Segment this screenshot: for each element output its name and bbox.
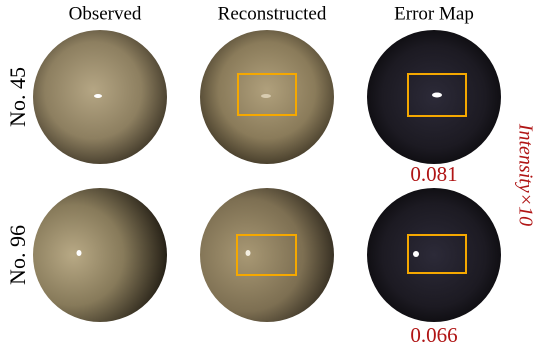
error-sphere	[367, 188, 501, 322]
row-label: No. 96	[5, 225, 30, 285]
column-header: Reconstructed	[218, 3, 327, 24]
error-value: 0.081	[410, 162, 457, 186]
highlight	[432, 92, 442, 98]
reconstructed-sphere	[200, 188, 334, 322]
zoom-box	[407, 234, 467, 274]
zoom-box	[407, 73, 467, 117]
zoom-box	[236, 234, 297, 276]
row-label: No. 45	[5, 67, 30, 127]
side-label: Intensity×10	[514, 123, 536, 226]
highlight	[94, 94, 102, 98]
highlight	[261, 94, 271, 98]
observed-sphere	[33, 188, 167, 322]
error-value: 0.066	[410, 323, 457, 347]
zoom-box	[237, 73, 297, 116]
column-header: Error Map	[394, 3, 474, 24]
highlight	[245, 250, 251, 256]
highlight	[76, 250, 82, 256]
column-header: Observed	[69, 3, 142, 24]
highlight	[413, 251, 419, 257]
